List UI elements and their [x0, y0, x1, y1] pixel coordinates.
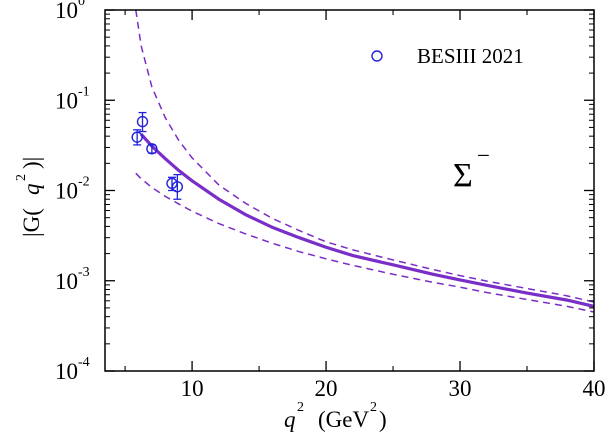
x-axis-label: q 2 (GeV 2 ) [284, 400, 387, 432]
x-axis-unit: (GeV [318, 407, 369, 432]
curves [135, 10, 594, 313]
y-tick-label-base: 10 [55, 269, 78, 294]
y-tick-label-base: 10 [55, 0, 78, 23]
y-tick-label-exp: -4 [78, 355, 90, 370]
x-tick-label: 40 [583, 376, 606, 401]
data-points [131, 111, 184, 200]
y-tick-label-base: 10 [55, 88, 78, 113]
y-tick-label-exp: -2 [78, 175, 90, 190]
data-marker [146, 143, 158, 155]
x-axis-var: q [284, 407, 296, 432]
x-tick-label: 30 [449, 376, 472, 401]
data-marker [131, 131, 143, 143]
data-point [171, 173, 184, 200]
curve-lower-band [135, 172, 594, 313]
data-point [146, 143, 158, 155]
x-tick-label: 10 [181, 376, 204, 401]
y-axis-label: |G( q 2 )| [14, 157, 44, 237]
curve-central-fit [139, 133, 594, 308]
x-tick-label: 20 [315, 376, 338, 401]
curve-upper-band [135, 10, 594, 303]
legend-marker-open-circle [371, 50, 383, 62]
y-axis-var: q [19, 184, 44, 196]
data-point [136, 111, 149, 133]
y-axis-pre: |G( [19, 208, 44, 237]
x-axis-unit-close: ) [379, 407, 387, 432]
data-marker [171, 181, 184, 193]
x-axis-unit-exp: 2 [370, 400, 377, 415]
y-axis-post: )| [19, 157, 44, 169]
y-tick-label-base: 10 [55, 359, 78, 384]
legend-label: BESIII 2021 [417, 44, 524, 68]
annotation-symbol: Σ [453, 157, 473, 194]
legend: BESIII 2021 [371, 44, 524, 68]
annotation-superscript: − [477, 143, 490, 168]
annotation-sigma-minus: Σ − [453, 143, 490, 194]
y-tick-label-base: 10 [55, 179, 78, 204]
y-axis-var-exp: 2 [14, 174, 29, 181]
y-tick-label-exp: 0 [78, 0, 85, 9]
x-axis-var-exp: 2 [297, 400, 304, 415]
data-point [131, 129, 143, 146]
y-tick-label-exp: -1 [78, 84, 90, 99]
data-marker [136, 115, 149, 128]
y-tick-label-exp: -3 [78, 265, 90, 280]
